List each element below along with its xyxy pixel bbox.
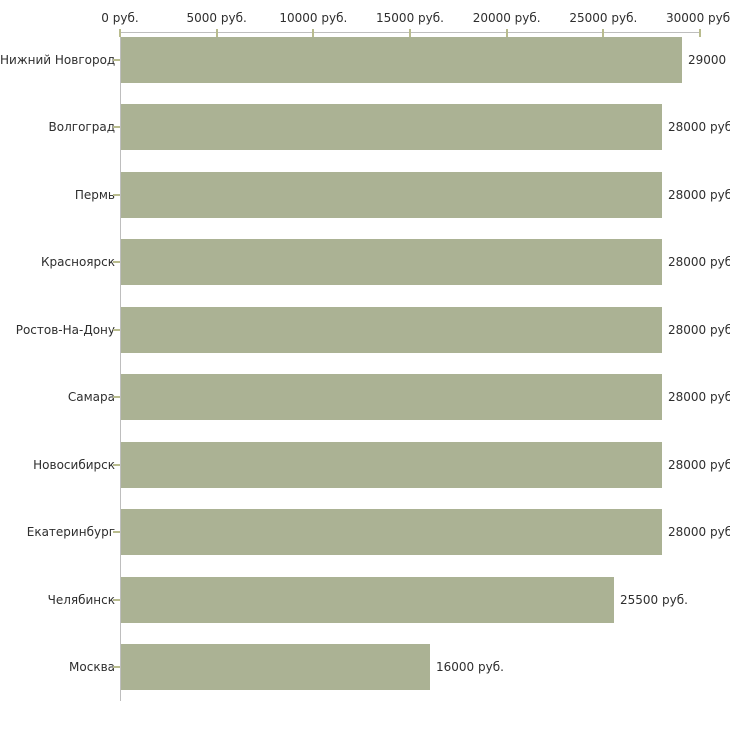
x-axis-tick-mark: [602, 29, 605, 37]
category-tick-mark: [113, 666, 120, 668]
category-tick-mark: [113, 193, 120, 196]
category-label: Нижний Новгород: [0, 52, 116, 67]
x-axis-tick-label: 0 руб.: [101, 11, 139, 25]
x-axis-tick-mark: [215, 29, 218, 37]
x-axis-tick-label: 25000 руб.: [569, 11, 638, 25]
category-tick-mark: [113, 328, 120, 331]
x-axis-tick-mark: [119, 29, 121, 37]
value-label: 16000 руб.: [436, 660, 504, 674]
category-tick-mark: [113, 531, 120, 533]
value-label: 25500 руб.: [620, 592, 688, 607]
bar: [121, 36, 682, 83]
category-label: Ростов-На-Дону: [15, 322, 115, 337]
value-label: 28000 руб.: [668, 187, 730, 202]
value-label: 29000 руб.: [688, 52, 730, 67]
x-axis-tick-mark: [409, 29, 411, 37]
x-axis-tick-label: 10000 руб.: [279, 11, 348, 25]
bar: [121, 239, 662, 285]
category-label: Екатеринбург: [26, 525, 115, 539]
category-label: Москва: [69, 660, 115, 674]
bar: [121, 306, 662, 353]
category-label: Волгоград: [48, 120, 115, 134]
bar: [121, 576, 614, 623]
value-label: 28000 руб.: [668, 120, 730, 134]
category-tick-mark: [113, 126, 120, 128]
x-axis-tick-label: 15000 руб.: [376, 11, 444, 25]
y-axis-line: [120, 32, 121, 701]
bar: [121, 171, 662, 218]
category-label: Новосибирск: [33, 457, 115, 472]
x-axis-tick-label: 30000 руб.: [666, 11, 730, 25]
category-tick-mark: [113, 261, 120, 263]
category-tick-mark: [113, 58, 120, 61]
category-tick-mark: [113, 463, 120, 466]
x-axis-tick-mark: [699, 29, 701, 37]
value-label: 28000 руб.: [668, 457, 730, 472]
x-axis-tick-label: 20000 руб.: [472, 11, 541, 25]
x-axis-tick-label: 5000 руб.: [186, 11, 247, 25]
bar: [121, 441, 662, 488]
x-axis-tick-mark: [312, 29, 315, 37]
value-label: 28000 руб.: [668, 390, 730, 404]
category-tick-mark: [113, 396, 120, 398]
category-label: Самара: [67, 390, 115, 404]
value-label: 28000 руб.: [668, 525, 730, 539]
bar: [121, 104, 662, 150]
value-label: 28000 руб.: [668, 322, 730, 337]
bar: [121, 374, 662, 420]
value-label: 28000 руб.: [668, 255, 730, 269]
x-axis-tick-mark: [505, 29, 508, 37]
bar: [121, 509, 662, 555]
category-label: Пермь: [74, 187, 115, 202]
category-label: Челябинск: [47, 592, 115, 607]
bar: [121, 644, 430, 690]
category-label: Красноярск: [41, 255, 115, 269]
category-tick-mark: [113, 598, 120, 601]
